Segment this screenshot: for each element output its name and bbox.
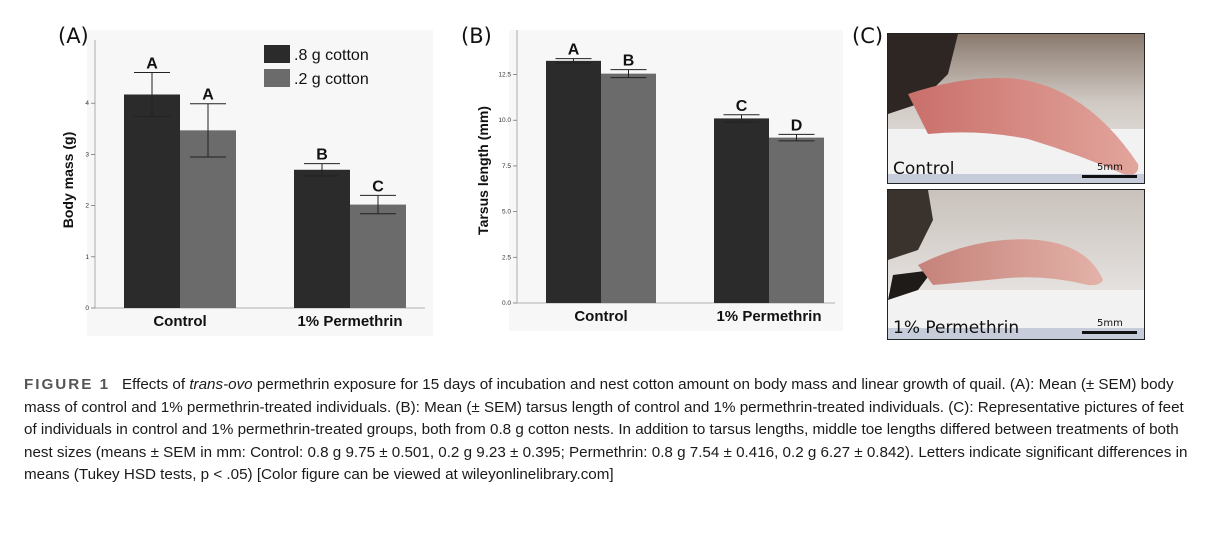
y-tick-label: 2	[85, 203, 89, 210]
control-photo-caption: Control	[893, 159, 955, 179]
control-scale-bar	[1082, 175, 1137, 178]
significance-letter: D	[791, 117, 803, 134]
y-tick-label: 3	[85, 151, 89, 158]
legend-label: .2 g cotton	[294, 71, 369, 88]
y-axis-label: Body mass (g)	[60, 132, 76, 228]
y-tick-label: 0.0	[502, 300, 511, 307]
caption-text-2: permethrin exposure for 15 days of incub…	[24, 376, 1188, 483]
figure-label: FIGURE 1	[24, 376, 111, 393]
y-tick-label: 2.5	[502, 254, 511, 261]
bar	[350, 204, 406, 308]
permethrin-photo-caption: 1% Permethrin	[893, 318, 1020, 338]
category-label: Control	[574, 308, 627, 325]
bar	[124, 94, 180, 308]
y-tick-label: 0	[85, 305, 89, 312]
bar	[714, 118, 769, 304]
y-axis-label: Tarsus length (mm)	[475, 106, 491, 235]
control-scale-label: 5mm	[1097, 162, 1123, 173]
bar	[769, 137, 824, 303]
bar	[180, 130, 236, 308]
y-tick-label: 1	[85, 254, 89, 261]
significance-letter: A	[568, 42, 580, 59]
panel-label-a: (A)	[58, 24, 89, 48]
control-foot-photo	[887, 33, 1145, 184]
category-label: 1% Permethrin	[297, 313, 402, 330]
y-tick-label: 7.5	[502, 163, 511, 170]
significance-letter: A	[202, 87, 214, 104]
panel-label-c: (C)	[852, 24, 884, 48]
y-tick-label: 5.0	[502, 209, 511, 216]
control-foot-image	[888, 34, 1144, 183]
permethrin-scale-label: 5mm	[1097, 318, 1123, 329]
significance-letter: C	[372, 178, 384, 195]
permethrin-scale-bar	[1082, 331, 1137, 334]
legend-swatch	[264, 69, 290, 87]
legend-swatch	[264, 45, 290, 63]
bar	[294, 169, 350, 308]
bar	[601, 73, 656, 303]
permethrin-foot-image	[888, 190, 1144, 339]
significance-letter: B	[316, 147, 328, 164]
panel-label-b: (B)	[461, 24, 492, 48]
significance-letter: C	[736, 98, 748, 115]
caption-text-1: Effects of	[122, 376, 190, 393]
tarsus-length-chart: 0.0 2.5 5.0 7.5 10.0 12.5 Tarsus length (mm) A B…	[475, 30, 843, 331]
y-tick-label: 10.0	[498, 117, 511, 124]
permethrin-foot-photo	[887, 189, 1145, 340]
category-label: 1% Permethrin	[716, 308, 821, 325]
figure-caption: FIGURE 1 Effects of trans-ovo permethrin …	[24, 374, 1189, 487]
body-mass-chart: 0 1 2 3 4 Body mass (g) A A Control B C 1% Permethr…	[60, 30, 433, 336]
bar	[546, 60, 601, 304]
legend-label: .8 g cotton	[294, 47, 369, 64]
y-tick-label: 4	[85, 100, 89, 107]
significance-letter: A	[146, 55, 158, 72]
caption-italic: trans-ovo	[189, 376, 253, 393]
significance-letter: B	[623, 53, 635, 70]
category-label: Control	[153, 313, 206, 330]
y-tick-label: 12.5	[498, 72, 511, 79]
